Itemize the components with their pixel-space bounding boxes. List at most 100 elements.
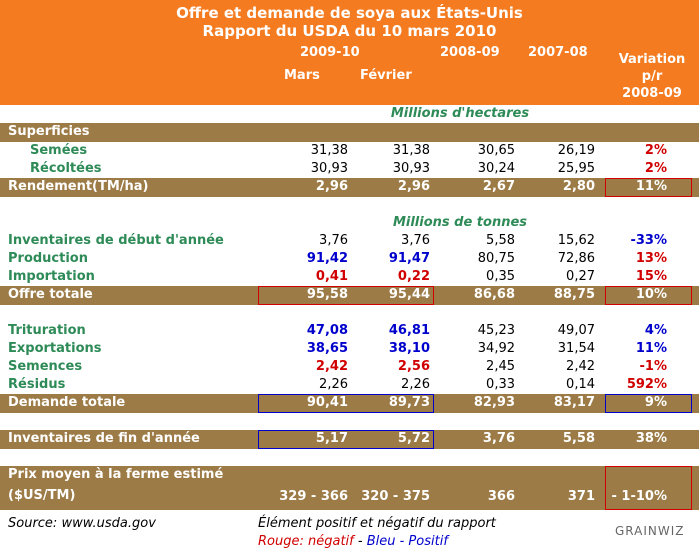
- row-band: [0, 466, 699, 510]
- cell: 0,14: [566, 377, 595, 392]
- cell: 3,76: [482, 431, 515, 446]
- cell: 38%: [635, 431, 667, 446]
- month: Février: [360, 68, 412, 83]
- cell: 13%: [635, 251, 667, 266]
- highlight-box: [258, 286, 434, 305]
- cell: 88,75: [553, 287, 595, 302]
- cell: 83,17: [553, 395, 595, 410]
- cell: 5,58: [562, 431, 595, 446]
- row-label: ($US/TM): [8, 488, 76, 503]
- cell: 80,75: [477, 251, 515, 266]
- cell: 2,42: [315, 359, 348, 374]
- row-label: Inventaires de début d'année: [8, 233, 224, 248]
- row-band: [0, 178, 699, 197]
- cell: 320 - 375: [361, 489, 430, 504]
- cell: 49,07: [557, 323, 595, 338]
- cell: 95,58: [306, 287, 348, 302]
- row-label: Demande totale: [8, 395, 126, 410]
- legend-line: Rouge: négatif - Bleu - Positif: [258, 534, 448, 549]
- cell: 31,38: [310, 143, 348, 158]
- cell: 2%: [644, 143, 667, 158]
- cell: 47,08: [306, 323, 348, 338]
- legend: Élément positif et négatif du rapport: [258, 516, 496, 531]
- row-label: Récoltées: [30, 161, 102, 176]
- highlight-box: [605, 466, 692, 510]
- unit-label: Millions d'hectares: [390, 106, 530, 121]
- cell: 2,96: [397, 179, 430, 194]
- cell: 366: [487, 489, 515, 504]
- row-label: Inventaires de fin d'année: [8, 431, 200, 446]
- logo: GRAINWIZ: [615, 524, 685, 538]
- row-label: Offre totale: [8, 287, 93, 302]
- cell: 592%: [626, 377, 667, 392]
- cell: 10%: [635, 287, 667, 302]
- variation: p/r: [641, 69, 663, 84]
- month: Mars: [284, 68, 320, 83]
- cell: 2,96: [315, 179, 348, 194]
- row-label: Rendement(TM/ha): [8, 179, 149, 194]
- cell: 38,10: [388, 341, 430, 356]
- cell: 31,38: [392, 143, 430, 158]
- cell: 2,42: [566, 359, 595, 374]
- header-band: [0, 0, 699, 105]
- row-label: Semées: [30, 143, 88, 158]
- row-label: Importation: [8, 269, 95, 284]
- unit-label: Millions de tonnes: [392, 215, 528, 230]
- subtitle: Rapport du USDA du 10 mars 2010: [202, 22, 497, 40]
- cell: 89,73: [388, 395, 430, 410]
- cell: 9%: [644, 395, 667, 410]
- cell: 30,24: [477, 161, 515, 176]
- highlight-box: [605, 394, 692, 413]
- row-label: Prix moyen à la ferme estimé: [8, 467, 224, 482]
- cell: 2,56: [397, 359, 430, 374]
- cell: 72,86: [557, 251, 595, 266]
- cell: 45,23: [477, 323, 515, 338]
- cell: 25,95: [557, 161, 595, 176]
- cell: 30,93: [310, 161, 348, 176]
- cell: 15,62: [557, 233, 595, 248]
- row-label: Exportations: [8, 341, 102, 356]
- cell: 11%: [635, 341, 667, 356]
- cell: 15%: [635, 269, 667, 284]
- cell: 2,67: [482, 179, 515, 194]
- legend-positive: Bleu - Positif: [366, 534, 448, 549]
- row-label: Superficies: [8, 124, 90, 139]
- highlight-box: [258, 430, 434, 449]
- source: Source: www.usda.gov: [8, 516, 156, 531]
- cell: 4%: [644, 323, 667, 338]
- highlight-box: [605, 178, 692, 197]
- cell: 2,26: [401, 377, 430, 392]
- cell: 91,42: [306, 251, 348, 266]
- variation: Variation: [618, 52, 686, 67]
- row-band: [0, 286, 699, 305]
- cell: -33%: [630, 233, 667, 248]
- row-label: Trituration: [8, 323, 86, 338]
- cell: 91,47: [388, 251, 430, 266]
- year: 2007-08: [528, 45, 588, 60]
- season: 2009-10: [300, 45, 360, 60]
- cell: 38,65: [306, 341, 348, 356]
- cell: 3,76: [401, 233, 430, 248]
- title: Offre et demande de soya aux États-Unis: [176, 4, 523, 22]
- cell: 31,54: [557, 341, 595, 356]
- cell: 90,41: [306, 395, 348, 410]
- row-label: Résidus: [8, 377, 66, 392]
- legend-negative: Rouge: négatif: [258, 534, 354, 549]
- variation: 2008-09: [622, 86, 682, 101]
- cell: 3,76: [319, 233, 348, 248]
- cell: 30,65: [477, 143, 515, 158]
- cell: 26,19: [557, 143, 595, 158]
- cell: 2,45: [486, 359, 515, 374]
- cell: 371: [567, 489, 595, 504]
- cell: 5,58: [486, 233, 515, 248]
- cell: 329 - 366: [279, 489, 348, 504]
- cell: 0,22: [397, 269, 430, 284]
- cell: 82,93: [473, 395, 515, 410]
- legend-separator: -: [353, 534, 367, 549]
- cell: 0,41: [315, 269, 348, 284]
- row-band: [0, 430, 699, 449]
- highlight-box: [605, 286, 692, 305]
- cell: 5,72: [397, 431, 430, 446]
- cell: 5,17: [315, 431, 348, 446]
